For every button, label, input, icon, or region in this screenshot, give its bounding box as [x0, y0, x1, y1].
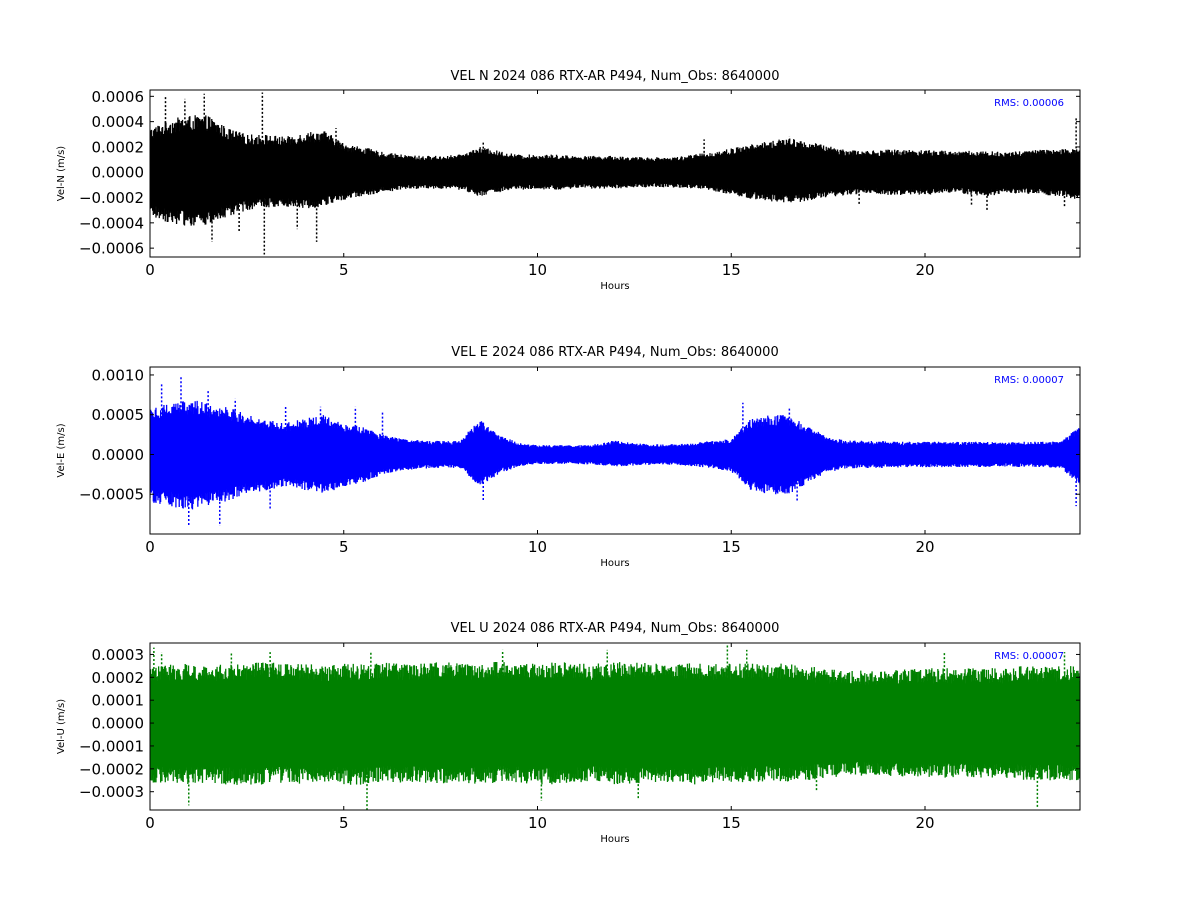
y-tick-label: −0.0004	[79, 214, 144, 232]
data-series-band	[150, 115, 1080, 226]
x-tick-label: 5	[339, 538, 349, 556]
x-tick-label: 0	[145, 261, 155, 279]
chart-title: VEL U 2024 086 RTX-AR P494, Num_Obs: 864…	[451, 621, 780, 636]
y-tick-label: 0.0000	[92, 164, 145, 182]
x-axis-ticks: 0 5 10 15 20	[145, 367, 935, 556]
y-axis-label: Vel-N (m/s)	[56, 146, 67, 201]
y-axis-ticks: −0.0006 −0.0004 −0.0002 0.0000 0.0002 0.0004 0…	[79, 88, 1080, 258]
x-tick-label: 15	[722, 261, 741, 279]
x-axis-ticks: 0 5 10 15 20	[145, 643, 935, 832]
plot-frame	[149, 89, 1081, 258]
x-axis-label: Hours	[600, 834, 629, 845]
data-series-band	[150, 662, 1080, 785]
y-axis-label: Vel-E (m/s)	[56, 423, 67, 477]
y-tick-label: 0.0000	[92, 446, 145, 464]
y-tick-label: 0.0010	[92, 366, 145, 384]
panel-vel-u: VEL U 2024 086 RTX-AR P494, Num_Obs: 864…	[56, 621, 1081, 845]
data-marks	[150, 115, 1080, 226]
y-tick-label: 0.0006	[92, 88, 145, 106]
x-tick-label: 20	[915, 814, 934, 832]
x-tick-label: 0	[145, 814, 155, 832]
x-axis-ticks: 0 5 10 15 20	[145, 90, 935, 279]
y-tick-label: −0.0006	[79, 240, 144, 258]
data-marks	[150, 400, 1080, 510]
y-tick-label: 0.0001	[92, 692, 145, 710]
y-axis-ticks: −0.0005 0.0000 0.0005 0.0010	[79, 366, 1080, 504]
x-tick-label: 5	[339, 814, 349, 832]
data-marks	[150, 662, 1080, 785]
rms-annotation: RMS: 0.00007	[994, 651, 1064, 662]
plot-frame	[149, 642, 1081, 811]
data-series-band	[150, 400, 1080, 510]
plot-frame	[149, 366, 1081, 535]
spike-marks	[160, 376, 1077, 527]
x-tick-label: 10	[528, 814, 547, 832]
y-tick-label: 0.0003	[92, 646, 145, 664]
x-axis-label: Hours	[600, 558, 629, 569]
y-tick-label: 0.0002	[92, 669, 145, 687]
y-tick-label: −0.0005	[79, 486, 144, 504]
y-tick-label: −0.0001	[79, 737, 144, 755]
chart-title: VEL N 2024 086 RTX-AR P494, Num_Obs: 864…	[451, 69, 780, 84]
y-tick-label: 0.0005	[92, 406, 145, 424]
x-tick-label: 20	[915, 261, 934, 279]
x-tick-label: 0	[145, 538, 155, 556]
spike-marks	[153, 645, 1066, 810]
x-tick-label: 15	[722, 538, 741, 556]
panel-vel-n: VEL N 2024 086 RTX-AR P494, Num_Obs: 864…	[56, 69, 1081, 292]
y-tick-label: −0.0003	[79, 783, 144, 801]
rms-annotation: RMS: 0.00007	[994, 375, 1064, 386]
y-tick-label: 0.0000	[92, 715, 145, 733]
x-tick-label: 10	[528, 261, 547, 279]
y-tick-label: 0.0002	[92, 138, 145, 156]
y-axis-ticks: −0.0003 −0.0002 −0.0001 0.0000 0.0001 0.0002 0…	[79, 646, 1080, 801]
chart-title: VEL E 2024 086 RTX-AR P494, Num_Obs: 864…	[451, 345, 778, 360]
x-tick-label: 20	[915, 538, 934, 556]
y-tick-label: −0.0002	[79, 760, 144, 778]
x-axis-label: Hours	[600, 281, 629, 292]
panel-vel-e: VEL E 2024 086 RTX-AR P494, Num_Obs: 864…	[56, 345, 1081, 569]
rms-annotation: RMS: 0.00006	[994, 98, 1064, 109]
x-tick-label: 15	[722, 814, 741, 832]
x-tick-label: 10	[528, 538, 547, 556]
y-axis-label: Vel-U (m/s)	[56, 699, 67, 754]
y-tick-label: 0.0004	[92, 113, 145, 131]
y-tick-label: −0.0002	[79, 189, 144, 207]
spike-marks	[164, 92, 1077, 255]
x-tick-label: 5	[339, 261, 349, 279]
